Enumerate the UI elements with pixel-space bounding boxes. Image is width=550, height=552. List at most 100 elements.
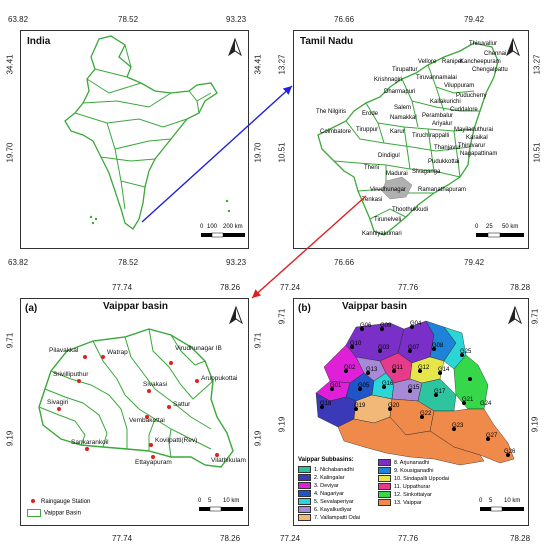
gauge-label: G24 (480, 401, 492, 407)
district-label: Salem (394, 105, 412, 111)
station-label: Pilavakkal (49, 347, 79, 354)
subbasin-swatch-icon (298, 466, 311, 473)
gauge-label: G22 (420, 411, 432, 417)
district-label: Kallakurichi (430, 99, 461, 105)
district-label: Ramanathapuram (418, 187, 467, 193)
district-label: Madurai (386, 171, 408, 177)
subbasin-map (315, 320, 515, 466)
va-x-tick-top-1: 78.26 (220, 283, 241, 292)
panel-title: Vaippar basin (103, 301, 169, 312)
district-label: Coimbatore (320, 129, 352, 135)
station-label: Sattur (173, 401, 191, 408)
district-label: Vellore (418, 59, 437, 65)
tn-x-tick-top-0: 76.66 (334, 15, 355, 24)
north-arrow-icon (507, 305, 523, 325)
station-label: Aruppukottai (201, 375, 238, 382)
subbasin-legend: Vaippar Subbasins: (298, 457, 498, 464)
legend-item: 9. Kousiganadhi (378, 466, 449, 475)
va-y-tick-l-1: 9.19 (5, 430, 15, 447)
gauge-label: G27 (486, 433, 498, 439)
district-label: Chennai (484, 51, 507, 57)
gauge-label: G16 (382, 381, 394, 387)
station-label: Ettayapuram (135, 459, 172, 466)
gauge-label: G23 (452, 423, 464, 429)
india-x-tick-top-2: 93.23 (226, 15, 247, 24)
scale-label-1: 5 (489, 498, 493, 504)
gauge-label: G21 (462, 397, 474, 403)
scale-label-2: 10 km (504, 498, 521, 504)
district-label: Ariyalur (432, 121, 453, 127)
district-label: Sivaganga (412, 169, 441, 175)
legend-item: 12. Sinkottaiyar (378, 490, 449, 499)
district-label: Kancheepuram (460, 59, 501, 65)
district-label: Tiruvannamalai (416, 75, 457, 81)
va-y-tick-r-0: 9.71 (253, 332, 263, 349)
scale-bar (199, 506, 243, 512)
scale-label-1: 5 (208, 498, 212, 504)
legend-item-label: 12. Sinkottaiyar (394, 491, 432, 498)
basin-swatch-icon (27, 509, 41, 517)
district-label: Dharmapuri (384, 89, 416, 95)
india-x-tick-bot-1: 78.52 (118, 258, 139, 267)
district-label: Nagapattinam (460, 151, 498, 157)
legend-item: 10. Sindapalli Uppodai (378, 474, 449, 483)
va-y-tick-l-0: 9.71 (5, 332, 15, 349)
va-x-tick-top-0: 77.74 (112, 283, 133, 292)
tn-y-tick-l-0: 13.27 (277, 54, 287, 75)
india-x-tick-top-0: 63.82 (8, 15, 29, 24)
station-label: Sankarankoil (71, 439, 109, 446)
district-label: Tirunelveli (374, 217, 402, 223)
vb-x-tick-top-2: 78.28 (510, 283, 531, 292)
india-x-tick-top-1: 78.52 (118, 15, 139, 24)
legend-station: Raingauge Station (27, 499, 90, 505)
district-label: Karur (390, 129, 405, 135)
scale-label-2: 10 km (223, 498, 240, 504)
station-label: Srivilliputhur (53, 371, 89, 378)
district-label: Perambalur (422, 113, 454, 119)
station-label: Vilathikulam (211, 457, 246, 464)
scale-label-2: 50 km (502, 224, 519, 230)
va-x-tick-bot-1: 78.26 (220, 534, 241, 543)
district-label: Tirupattur (392, 67, 418, 73)
legend-item-label: 2. Kalingalar (314, 474, 345, 481)
legend-item-label: 3. Deviyar (314, 482, 339, 489)
vb-y-tick-l-0: 9.71 (277, 308, 287, 325)
subbasin-swatch-icon (298, 481, 311, 489)
district-label: Kanniyakumari (362, 231, 402, 237)
vaippar-a-panel: (a) Vaippar basin Pilavakkal Watrap Viru… (20, 298, 249, 526)
panel-title: Vaippar basin (342, 301, 408, 312)
scale-label-0: 0 (479, 498, 483, 504)
legend-item-label: 7. Vallampatti Odai (314, 514, 361, 521)
gauge-label: G04 (410, 321, 422, 327)
panel-label: (a) (25, 303, 38, 314)
gauge-label: G08 (432, 343, 444, 349)
subbasin-swatch-icon (378, 490, 391, 498)
legend-item-label: 1. Nichabanadhi (314, 466, 354, 473)
legend-item: 8. Arjunanadhi (378, 459, 449, 467)
station-label: Watrap (107, 349, 128, 356)
india-map-outline (64, 35, 231, 230)
india-y-tick-r-0: 34.41 (253, 54, 263, 75)
scale-label-0: 0 (198, 498, 202, 504)
legend-title: Vaippar Subbasins: (298, 457, 354, 463)
va-x-tick-bot-0: 77.74 (112, 534, 133, 543)
tn-x-tick-bot-0: 76.66 (334, 258, 355, 267)
gauge-label: G26 (504, 449, 516, 455)
va-y-tick-r-1: 9.19 (253, 430, 263, 447)
subbasin-swatch-icon (378, 474, 391, 482)
legend-item-label: 5. Sevalaperiyar (314, 498, 354, 505)
district-label: Mayiladuthurai (454, 127, 494, 133)
vb-x-tick-top-0: 77.24 (280, 283, 301, 292)
district-label: Theni (364, 165, 380, 171)
india-x-tick-bot-2: 93.23 (226, 258, 247, 267)
legend-item: 1. Nichabanadhi (298, 466, 360, 474)
station-dot-icon (31, 499, 35, 504)
district-label: Tiruppur (356, 127, 379, 133)
subbasin-swatch-icon (378, 482, 391, 490)
gauge-label: G02 (344, 365, 356, 371)
north-arrow-icon (505, 37, 521, 57)
india-y-tick-l-1: 19.70 (5, 142, 15, 163)
legend-item-label: 11. Uppathurar (394, 483, 431, 490)
india-x-tick-bot-0: 63.82 (8, 258, 29, 267)
vb-x-tick-bot-2: 78.28 (510, 534, 531, 543)
